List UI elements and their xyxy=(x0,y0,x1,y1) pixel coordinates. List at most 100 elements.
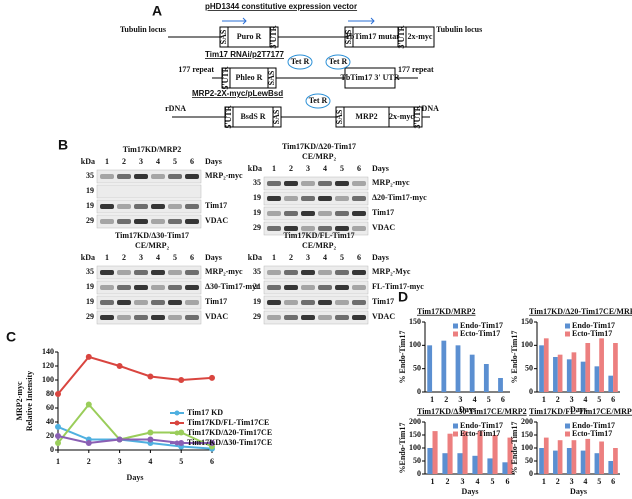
band xyxy=(301,226,315,231)
band xyxy=(318,226,332,231)
band xyxy=(301,211,315,216)
x-tick-label: 1 xyxy=(431,477,435,486)
bar xyxy=(457,453,463,474)
band xyxy=(134,270,148,275)
band xyxy=(318,196,332,201)
x-tick-label: 4 xyxy=(473,395,477,404)
point xyxy=(178,377,185,383)
band xyxy=(168,285,182,290)
bar xyxy=(553,357,558,392)
y-tick-label: 0 xyxy=(417,469,421,478)
x-tick-label: 2 xyxy=(446,477,450,486)
band xyxy=(318,300,332,305)
bar xyxy=(571,440,577,474)
panel-label: D xyxy=(398,289,408,305)
series-line xyxy=(57,355,213,395)
band xyxy=(151,270,165,275)
lane-label: 1 xyxy=(105,157,109,166)
y-tick-label: 50 xyxy=(525,363,533,372)
panel-label: B xyxy=(58,137,68,153)
band-label: FL-Tim17-myc xyxy=(372,282,424,291)
band xyxy=(134,174,148,179)
blot-strip xyxy=(96,265,202,280)
band-label: MRP₂-myc xyxy=(205,267,243,276)
arrow xyxy=(222,17,247,25)
blot-strip xyxy=(263,310,369,325)
band xyxy=(301,315,315,320)
y-axis-label: % Endo-Tim17 xyxy=(398,331,407,384)
mw-label: 19 xyxy=(86,282,94,291)
band xyxy=(267,211,281,216)
y-tick-label: 60 xyxy=(46,403,54,412)
bar xyxy=(469,354,475,392)
band-label: Tim17 xyxy=(205,297,227,306)
band xyxy=(168,270,182,275)
bar xyxy=(427,448,433,474)
band xyxy=(185,300,199,305)
y-tick-label: 100 xyxy=(409,443,421,452)
legend-label: Endo-Tim17 xyxy=(460,421,503,430)
y-tick-label: 150 xyxy=(521,430,533,439)
locus-label: Tubulin locus xyxy=(120,25,166,34)
band xyxy=(352,300,366,305)
band xyxy=(100,204,114,209)
blot-strip xyxy=(263,221,369,236)
mw-label: 29 xyxy=(86,312,94,321)
band xyxy=(117,315,131,320)
bar xyxy=(477,431,483,474)
band xyxy=(168,300,182,305)
vector-element xyxy=(344,67,396,89)
band xyxy=(151,174,165,179)
band xyxy=(267,285,281,290)
bar xyxy=(432,431,438,474)
band xyxy=(335,315,349,320)
bar xyxy=(543,437,549,474)
lane-label: 6 xyxy=(190,253,194,262)
band xyxy=(134,204,148,209)
x-tick-label: 4 xyxy=(583,477,587,486)
legend-label: Endo-Tim17 xyxy=(460,321,503,330)
band-label: VDAC xyxy=(205,216,228,225)
y-tick-label: 150 xyxy=(409,317,421,326)
band-label: Tim17 xyxy=(372,208,394,217)
blot-strip xyxy=(96,295,202,310)
series-line xyxy=(57,425,213,450)
days-label: Days xyxy=(372,164,389,173)
x-tick-label: 6 xyxy=(611,395,615,404)
y-tick-label: 120 xyxy=(42,361,54,370)
bar xyxy=(441,340,447,392)
bar xyxy=(585,438,591,474)
band xyxy=(301,300,315,305)
band xyxy=(352,226,366,231)
band-label: MRP₂-myc xyxy=(372,178,410,187)
arrow xyxy=(348,17,375,25)
band-label: Tim17 xyxy=(205,201,227,210)
x-tick-label: 3 xyxy=(461,477,465,486)
band xyxy=(301,196,315,201)
band xyxy=(284,270,298,275)
y-tick-label: 200 xyxy=(409,417,421,426)
legend-swatch xyxy=(565,331,570,337)
band-label: Δ30-Tim17-myc xyxy=(205,282,260,291)
locus-label: rDNA xyxy=(418,104,439,113)
element-label: SAS xyxy=(272,109,281,124)
band xyxy=(134,285,148,290)
x-tick-label: 5 xyxy=(597,477,601,486)
point xyxy=(85,401,92,408)
y-axis-label: MRP2-myc xyxy=(15,381,24,421)
legend-swatch xyxy=(565,323,570,329)
band xyxy=(185,204,199,209)
mw-label: 35 xyxy=(253,178,261,187)
band xyxy=(267,181,281,186)
lane-label: 3 xyxy=(306,164,310,173)
element-label: Phleo R xyxy=(236,73,263,82)
mw-label: 19 xyxy=(253,193,261,202)
legend-marker xyxy=(174,430,180,436)
bar xyxy=(613,343,618,392)
lane-label: 4 xyxy=(156,157,160,166)
bar xyxy=(442,453,448,474)
blot-strip xyxy=(96,169,202,184)
days-label: Days xyxy=(205,157,222,166)
point xyxy=(147,436,154,443)
band xyxy=(168,174,182,179)
